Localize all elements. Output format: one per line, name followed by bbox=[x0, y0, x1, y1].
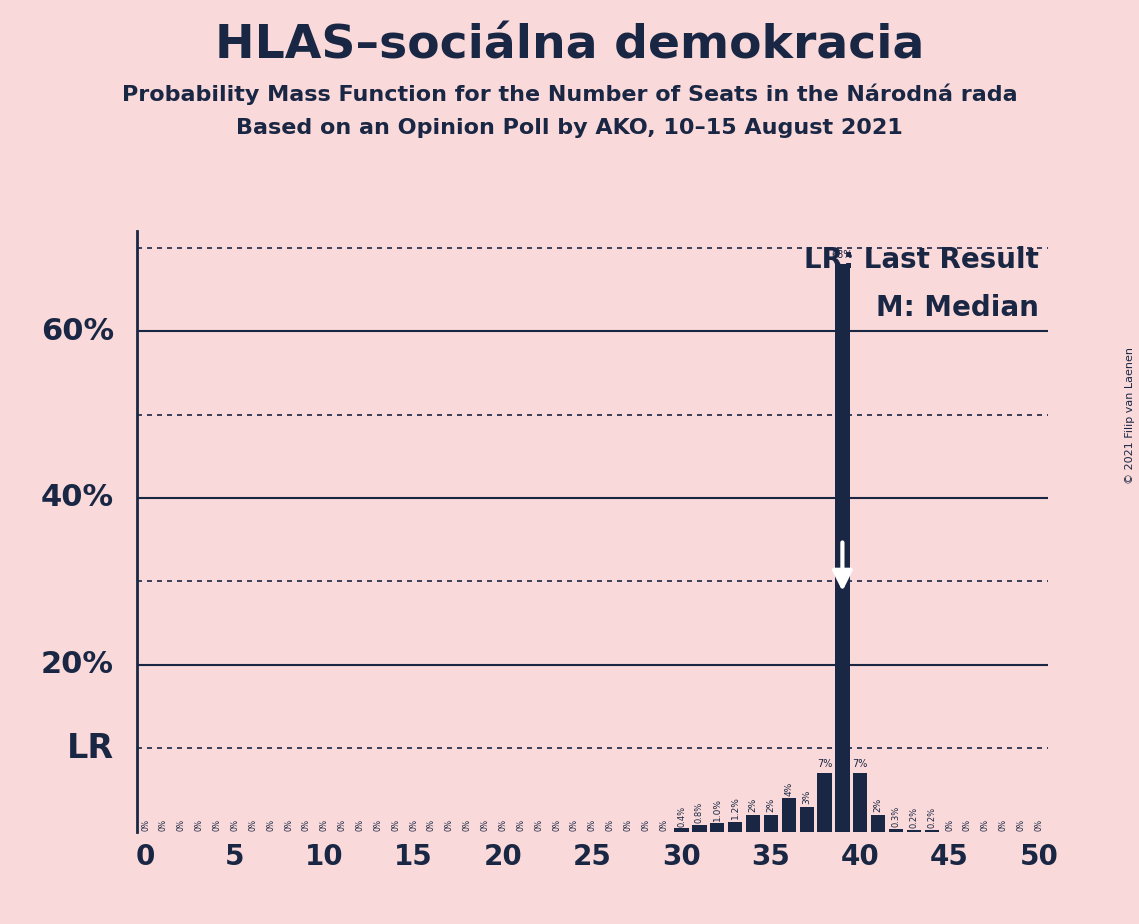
Text: 0%: 0% bbox=[230, 819, 239, 831]
Text: HLAS–sociálna demokracia: HLAS–sociálna demokracia bbox=[215, 23, 924, 68]
Text: 0%: 0% bbox=[588, 819, 597, 831]
Bar bbox=[907, 830, 921, 832]
Text: 0%: 0% bbox=[374, 819, 383, 831]
Text: 1.2%: 1.2% bbox=[731, 796, 739, 819]
Text: 0%: 0% bbox=[320, 819, 329, 831]
Bar bbox=[800, 807, 814, 832]
Text: 0%: 0% bbox=[195, 819, 204, 831]
Text: 0%: 0% bbox=[659, 819, 669, 831]
Text: 60%: 60% bbox=[41, 317, 114, 346]
Text: 0.2%: 0.2% bbox=[927, 808, 936, 828]
Text: Based on an Opinion Poll by AKO, 10–15 August 2021: Based on an Opinion Poll by AKO, 10–15 A… bbox=[236, 118, 903, 139]
Bar bbox=[674, 828, 689, 832]
Text: 0%: 0% bbox=[552, 819, 562, 831]
Bar bbox=[925, 830, 939, 832]
Text: 1.0%: 1.0% bbox=[713, 797, 722, 821]
Text: 40%: 40% bbox=[41, 483, 114, 513]
Text: Probability Mass Function for the Number of Seats in the Národná rada: Probability Mass Function for the Number… bbox=[122, 83, 1017, 104]
Bar bbox=[835, 264, 850, 832]
Text: 7%: 7% bbox=[817, 759, 833, 769]
Text: 0%: 0% bbox=[481, 819, 490, 831]
Text: LR: LR bbox=[67, 732, 114, 765]
Bar bbox=[693, 825, 706, 832]
Text: 0%: 0% bbox=[623, 819, 632, 831]
Bar bbox=[781, 798, 796, 832]
Text: 0%: 0% bbox=[355, 819, 364, 831]
Text: 2%: 2% bbox=[874, 798, 883, 812]
Text: 0%: 0% bbox=[409, 819, 418, 831]
Text: 0%: 0% bbox=[337, 819, 346, 831]
Text: 2%: 2% bbox=[748, 798, 757, 812]
Text: 0%: 0% bbox=[462, 819, 472, 831]
Text: 0%: 0% bbox=[213, 819, 222, 831]
Text: 0%: 0% bbox=[1034, 819, 1043, 831]
Text: 0%: 0% bbox=[427, 819, 436, 831]
Text: 0%: 0% bbox=[606, 819, 615, 831]
Text: 4%: 4% bbox=[785, 782, 793, 796]
Text: 0%: 0% bbox=[284, 819, 293, 831]
Text: 0%: 0% bbox=[141, 819, 150, 831]
Text: 0%: 0% bbox=[392, 819, 400, 831]
Bar bbox=[888, 829, 903, 832]
Text: 0%: 0% bbox=[534, 819, 543, 831]
Text: 0%: 0% bbox=[248, 819, 257, 831]
Text: 0.8%: 0.8% bbox=[695, 802, 704, 823]
Text: M: Median: M: Median bbox=[876, 294, 1039, 322]
Text: 7%: 7% bbox=[853, 759, 868, 769]
Bar bbox=[711, 823, 724, 832]
Text: 0%: 0% bbox=[570, 819, 579, 831]
Text: 2%: 2% bbox=[767, 798, 776, 812]
Text: 0%: 0% bbox=[962, 819, 972, 831]
Text: 0%: 0% bbox=[302, 819, 311, 831]
Text: 20%: 20% bbox=[41, 650, 114, 679]
Bar bbox=[746, 815, 760, 832]
Text: 0%: 0% bbox=[499, 819, 508, 831]
Bar bbox=[871, 815, 885, 832]
Text: 0%: 0% bbox=[445, 819, 453, 831]
Text: 0%: 0% bbox=[159, 819, 167, 831]
Bar bbox=[764, 815, 778, 832]
Text: 0%: 0% bbox=[641, 819, 650, 831]
Text: 0%: 0% bbox=[267, 819, 276, 831]
Text: © 2021 Filip van Laenen: © 2021 Filip van Laenen bbox=[1125, 347, 1134, 484]
Text: 0%: 0% bbox=[981, 819, 990, 831]
Text: 0%: 0% bbox=[945, 819, 954, 831]
Text: 68%: 68% bbox=[831, 250, 853, 261]
Text: 0.2%: 0.2% bbox=[909, 808, 918, 828]
Bar bbox=[853, 773, 868, 832]
Text: 0%: 0% bbox=[177, 819, 186, 831]
Bar bbox=[728, 821, 743, 832]
Text: 0%: 0% bbox=[516, 819, 525, 831]
Text: 0%: 0% bbox=[999, 819, 1008, 831]
Text: 0.4%: 0.4% bbox=[677, 806, 686, 827]
Text: 0%: 0% bbox=[1017, 819, 1025, 831]
Bar bbox=[818, 773, 831, 832]
Text: 3%: 3% bbox=[802, 790, 811, 804]
Text: 0.3%: 0.3% bbox=[892, 806, 901, 827]
Text: LR: Last Result: LR: Last Result bbox=[804, 246, 1039, 274]
